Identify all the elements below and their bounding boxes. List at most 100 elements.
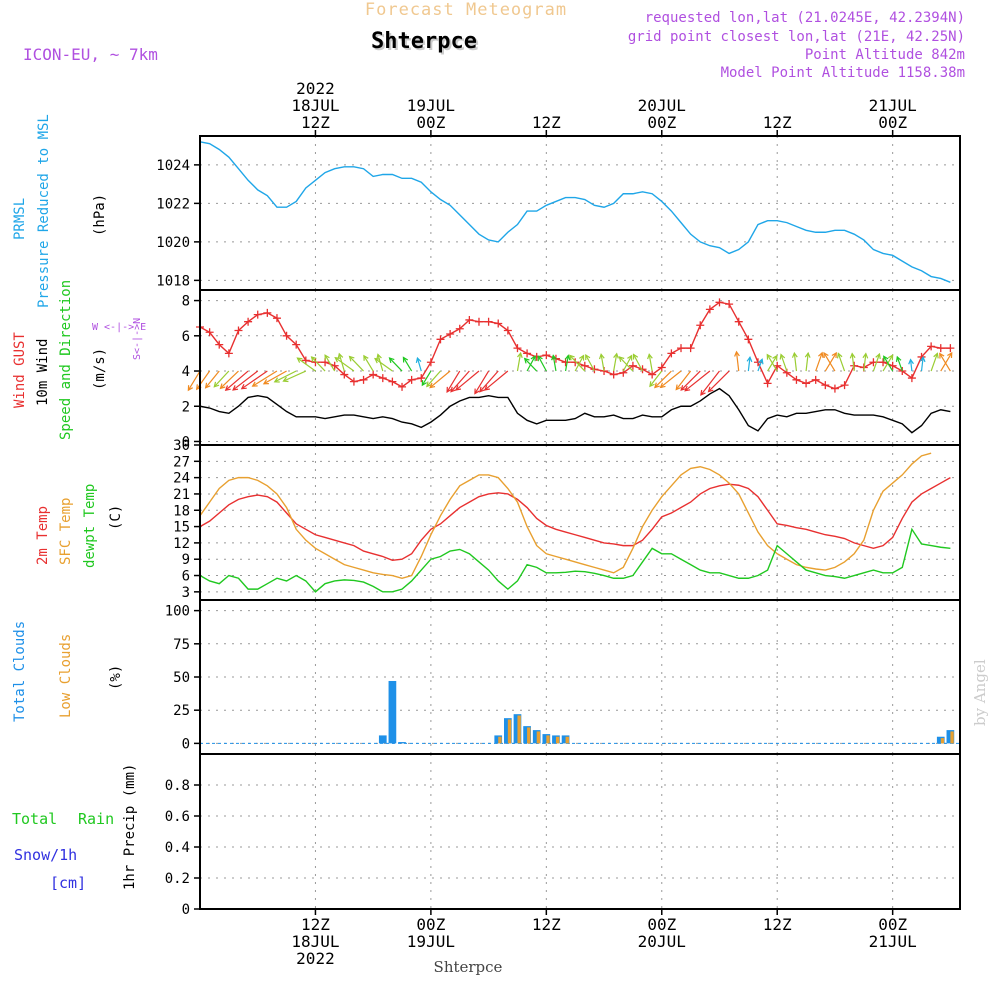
wind-arrow: [622, 355, 633, 372]
wind-arrow-head: [334, 356, 341, 363]
wind-arrow-head: [895, 355, 902, 362]
wind-arrow: [446, 370, 461, 393]
wind-arrow-head: [348, 355, 355, 362]
y-tick-label: 18: [173, 503, 190, 519]
wind-arrow-head: [908, 358, 914, 365]
x-tick-label-bottom: 19JUL: [407, 932, 455, 951]
cloud-labels: Total Clouds Low Clouds (%): [12, 621, 124, 722]
x-tick-label-top: 2022: [296, 79, 335, 98]
pressure-labels: PRMSL Pressure Reduced to MSL (hPa): [12, 114, 108, 308]
wind-arrow: [569, 355, 586, 372]
compass-ns: S<-|->N: [132, 318, 143, 360]
gust-marker: [359, 375, 368, 384]
wind-arrow-head: [213, 381, 220, 388]
gust-marker: [927, 342, 936, 351]
temp-labels: 2m Temp SFC Temp dewpt Temp (C): [35, 484, 124, 568]
wind-arrow-head: [517, 351, 523, 359]
wind-arrow-head: [746, 356, 753, 363]
wind-arrow: [766, 354, 778, 372]
wind-arrow-head: [734, 350, 740, 357]
wind-arrow: [805, 352, 809, 372]
precip-axis-label: 1hr Precip (mm): [122, 764, 138, 890]
series-line: [199, 141, 951, 283]
series-line: [199, 452, 932, 579]
wind-arrow-head: [204, 382, 211, 389]
wind-arrow-head: [823, 351, 829, 359]
gust-marker: [340, 370, 349, 379]
wind-arrow: [479, 370, 499, 393]
wind-arrow: [909, 359, 913, 372]
winddir-label: Speed and Direction: [58, 280, 74, 440]
gust-marker: [494, 319, 503, 328]
wind-arrow: [654, 370, 672, 388]
wind-arrow: [648, 354, 653, 372]
bar: [565, 736, 569, 744]
wind-arrow-head: [479, 386, 485, 393]
wind-arrow-head: [262, 379, 269, 385]
rain-label: Rain: [78, 810, 114, 828]
gust-marker: [667, 349, 676, 358]
y-tick-label: 15: [173, 520, 190, 536]
wind-arrow-head: [579, 354, 585, 361]
wind-arrow: [684, 370, 711, 392]
x-tick-label-bottom: 21JUL: [869, 932, 917, 951]
wind-arrow: [220, 370, 239, 389]
y-tick-label: 1024: [156, 158, 190, 174]
wind-arrow: [823, 352, 836, 372]
y-tick-label: 0: [182, 434, 190, 450]
wind-arrow: [516, 353, 522, 372]
wind-arrow-head: [564, 354, 571, 361]
wind-arrow-head: [627, 354, 633, 361]
gust-marker: [802, 379, 811, 388]
wind-arrow-head: [282, 376, 289, 383]
y-tick-label: 30: [173, 438, 190, 454]
wind-arrow-head: [849, 352, 856, 359]
wind-arrow-head: [474, 388, 480, 395]
wind-arrow-head: [273, 377, 280, 383]
wind-arrow: [815, 352, 823, 372]
gust-label: Wind GUST: [12, 332, 28, 408]
wind-arrow: [613, 353, 618, 372]
wind-arrow: [232, 370, 259, 391]
x-tick-label-bottom: 2022: [296, 949, 335, 968]
y-tick-label: 75: [173, 637, 190, 653]
bar: [940, 738, 945, 744]
gust-marker: [215, 340, 224, 349]
wind-arrow-head: [779, 353, 786, 360]
wind-arrow-head: [947, 351, 953, 359]
wind-arrow-head: [933, 352, 939, 359]
wind-arrow: [283, 370, 307, 382]
gust-marker: [705, 305, 714, 314]
wind-arrow-head: [632, 353, 639, 360]
wind-arrow: [863, 353, 867, 372]
bar: [498, 736, 502, 744]
wind-arrow-head: [450, 386, 456, 393]
wind-arrow: [311, 356, 326, 372]
gust-marker: [292, 340, 301, 349]
wind-arrow-head: [324, 354, 330, 361]
y-tick-label: 24: [173, 471, 190, 487]
wind-arrow-head: [700, 389, 706, 396]
gust-marker: [417, 374, 426, 383]
gust-marker: [840, 381, 849, 390]
wind-arrow-head: [337, 352, 344, 359]
wind-arrow-head: [426, 381, 432, 388]
wind-arrow-head: [374, 357, 381, 364]
wind-arrow: [574, 355, 585, 372]
wind-arrow-head: [455, 385, 462, 391]
gust-marker: [436, 335, 445, 344]
x-tick-label-top: 12Z: [301, 113, 330, 132]
wind-arrow: [187, 370, 201, 391]
x-tick-label-top: 00Z: [647, 113, 676, 132]
gust-marker: [696, 321, 705, 330]
gust-marker: [763, 379, 772, 388]
wind-arrow-head: [659, 382, 666, 389]
wind-arrow: [793, 352, 798, 372]
gust-marker: [465, 315, 474, 324]
gust-marker: [907, 374, 916, 383]
gust-marker: [388, 377, 397, 386]
panel-frame: [199, 135, 961, 291]
gust-marker: [715, 298, 724, 307]
wind-arrow: [450, 370, 470, 393]
